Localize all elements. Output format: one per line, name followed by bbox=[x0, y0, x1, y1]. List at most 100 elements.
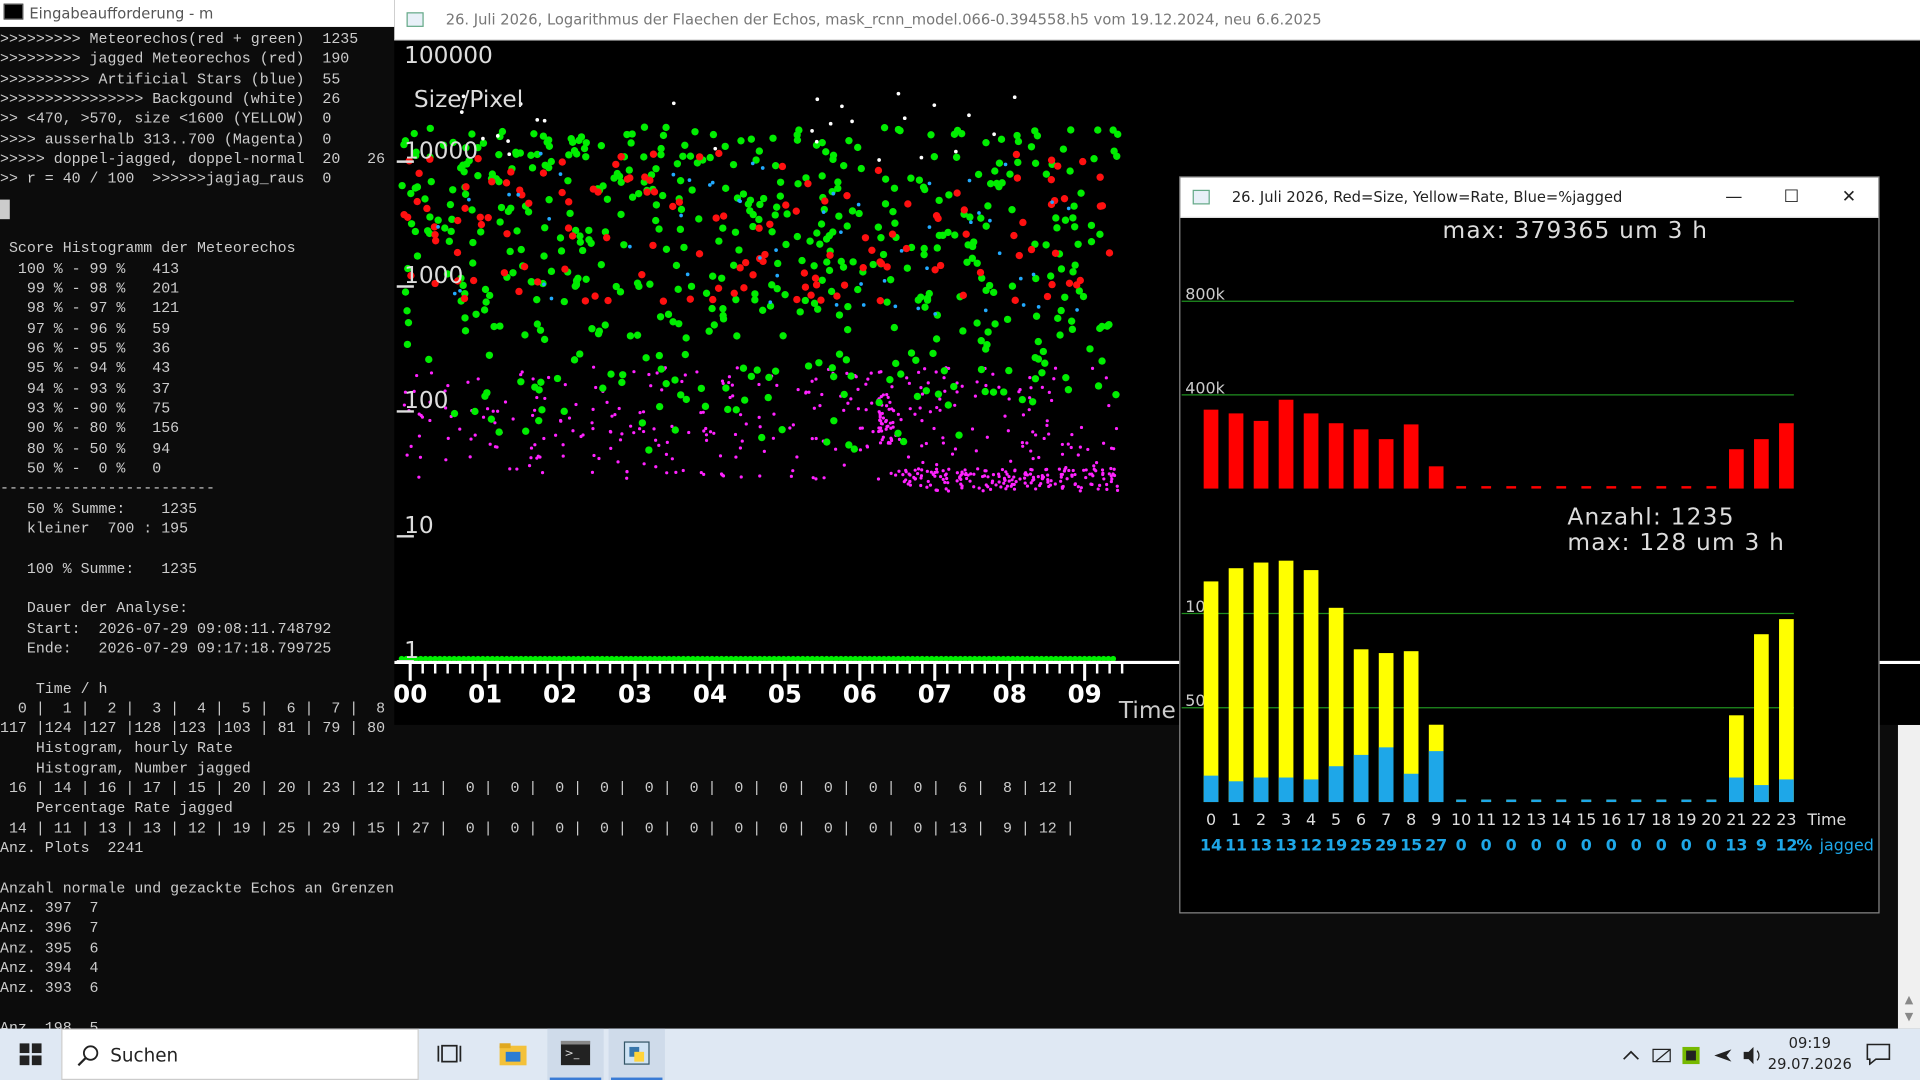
notifications[interactable] bbox=[1866, 1043, 1891, 1066]
magenta-dot bbox=[997, 480, 1001, 484]
magenta-dot bbox=[879, 421, 883, 426]
white-dot bbox=[461, 94, 466, 99]
green-dot bbox=[687, 282, 696, 291]
green-dot bbox=[806, 237, 814, 245]
bar bbox=[1779, 423, 1794, 489]
console-task[interactable]: >_ bbox=[547, 1028, 604, 1080]
magenta-dot bbox=[974, 449, 978, 453]
value-label: 13 bbox=[1275, 836, 1297, 855]
magenta-dot bbox=[415, 373, 419, 378]
minimize-button[interactable]: — bbox=[1725, 187, 1743, 207]
green-dot bbox=[599, 655, 606, 662]
close-button[interactable]: ✕ bbox=[1841, 187, 1857, 207]
green-dot bbox=[659, 191, 667, 200]
magenta-dot bbox=[1013, 468, 1017, 472]
x-tick-label: 00 bbox=[394, 680, 427, 709]
green-dot bbox=[793, 131, 801, 139]
start-button[interactable] bbox=[19, 1043, 42, 1066]
green-dot bbox=[1079, 292, 1088, 301]
magenta-dot bbox=[419, 413, 423, 418]
magenta-dot bbox=[878, 414, 882, 418]
green-dot bbox=[507, 204, 515, 212]
green-dot bbox=[617, 178, 625, 186]
green-dot bbox=[850, 445, 859, 453]
magenta-dot bbox=[788, 426, 792, 430]
magenta-dot bbox=[1018, 388, 1022, 392]
green-dot bbox=[773, 203, 781, 211]
magenta-dot bbox=[1044, 468, 1048, 472]
green-dot bbox=[879, 250, 888, 259]
magenta-dot bbox=[1010, 482, 1014, 486]
magenta-dot bbox=[403, 390, 408, 394]
blue-dot bbox=[1021, 303, 1026, 307]
green-dot bbox=[710, 321, 718, 329]
green-dot bbox=[890, 323, 899, 332]
explorer-icon[interactable] bbox=[498, 1041, 527, 1068]
green-dot bbox=[513, 655, 520, 662]
active-indicator bbox=[549, 1077, 602, 1080]
y-tick-label: 100 bbox=[404, 387, 448, 414]
green-dot bbox=[518, 655, 524, 662]
magenta-dot bbox=[417, 434, 421, 438]
magenta-dot bbox=[879, 370, 883, 374]
magenta-dot bbox=[605, 400, 609, 404]
task-view[interactable] bbox=[437, 1042, 462, 1066]
magenta-dot bbox=[1037, 455, 1041, 460]
scrollbar[interactable]: ▲ ▼ bbox=[1897, 724, 1920, 1029]
magenta-dot bbox=[858, 448, 863, 452]
maximize-button[interactable]: ☐ bbox=[1783, 187, 1800, 207]
green-dot bbox=[412, 151, 420, 160]
green-dot bbox=[1069, 214, 1077, 222]
blue-dot bbox=[1075, 308, 1079, 312]
green-dot bbox=[891, 219, 899, 227]
clock[interactable]: 09:19 29.07.2026 bbox=[1763, 1033, 1856, 1075]
green-dot bbox=[434, 216, 442, 224]
magenta-dot bbox=[1115, 484, 1119, 488]
magenta-dot bbox=[901, 473, 905, 477]
green-dot bbox=[498, 127, 507, 136]
magenta-dot bbox=[664, 452, 669, 456]
magenta-dot bbox=[762, 449, 766, 453]
green-dot bbox=[739, 364, 748, 372]
green-dot bbox=[1098, 357, 1106, 365]
green-dot bbox=[585, 226, 593, 235]
magenta-dot bbox=[527, 464, 532, 468]
scroll-arrow[interactable]: ▲ bbox=[1904, 994, 1914, 1007]
green-dot bbox=[894, 429, 902, 437]
green-dot bbox=[790, 655, 797, 662]
blue-dot bbox=[679, 213, 683, 218]
magenta-dot bbox=[458, 427, 462, 431]
red-dot bbox=[934, 214, 942, 223]
bar bbox=[1278, 777, 1294, 803]
magenta-dot bbox=[538, 455, 542, 459]
magenta-dot bbox=[966, 473, 970, 477]
console-line: 117 |124 |127 |128 |123 |103 | 81 | 79 |… bbox=[0, 720, 386, 738]
plot-titlebar: 26. Juli 2026, Logarithmus der Flaechen … bbox=[394, 0, 1920, 41]
green-dot bbox=[705, 327, 713, 335]
green-dot bbox=[439, 141, 448, 149]
green-dot bbox=[848, 207, 857, 215]
green-dot bbox=[1076, 655, 1083, 662]
green-dot bbox=[608, 655, 615, 662]
green-dot bbox=[1031, 353, 1039, 362]
search-box[interactable]: Suchen bbox=[61, 1028, 419, 1080]
green-dot bbox=[461, 314, 469, 322]
magenta-dot bbox=[984, 383, 988, 388]
bar bbox=[1353, 754, 1369, 803]
magenta-dot bbox=[846, 401, 850, 405]
green-dot bbox=[403, 340, 412, 349]
green-dot bbox=[978, 274, 986, 282]
green-dot bbox=[527, 278, 535, 286]
blue-dot bbox=[547, 217, 552, 221]
green-dot bbox=[801, 296, 809, 305]
green-dot bbox=[498, 655, 505, 662]
magenta-dot bbox=[884, 427, 888, 431]
magenta-dot bbox=[591, 365, 596, 369]
magenta-dot bbox=[1007, 479, 1011, 483]
python-task[interactable] bbox=[608, 1028, 665, 1080]
magenta-dot bbox=[894, 473, 898, 477]
system-tray[interactable] bbox=[1619, 1043, 1864, 1067]
blue-dot bbox=[738, 199, 742, 204]
scroll-arrow[interactable]: ▼ bbox=[1904, 1011, 1914, 1024]
magenta-dot bbox=[412, 389, 416, 393]
